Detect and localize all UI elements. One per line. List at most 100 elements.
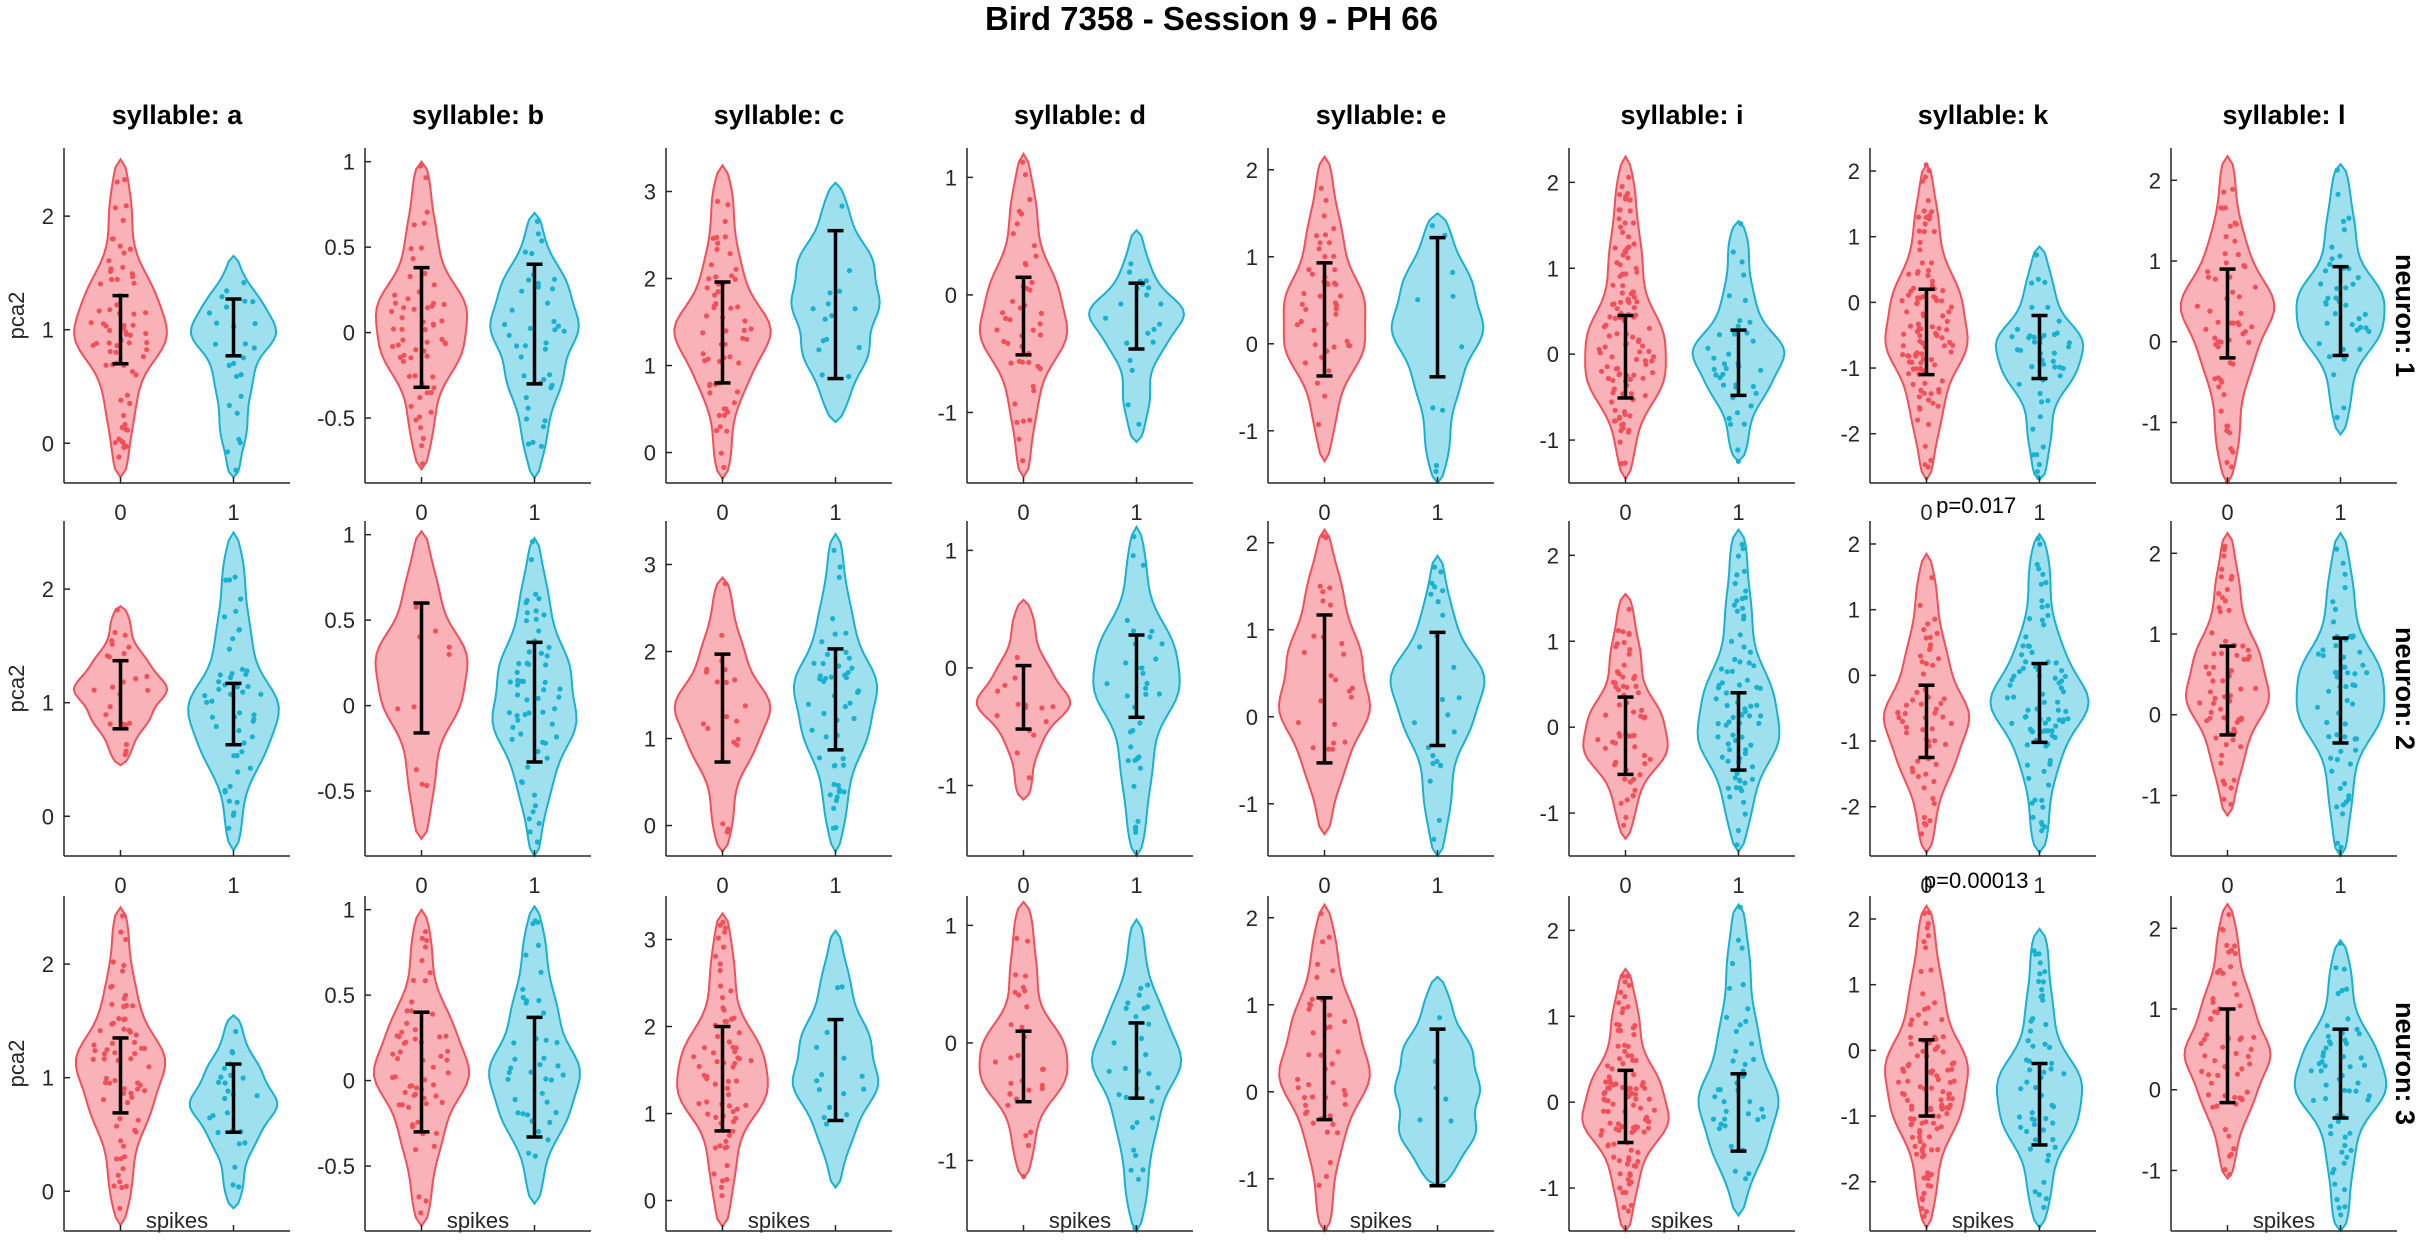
data-point bbox=[122, 421, 128, 427]
data-point bbox=[226, 402, 232, 408]
data-point bbox=[1614, 1021, 1620, 1027]
data-point bbox=[1614, 331, 1620, 337]
data-point bbox=[233, 1028, 239, 1035]
data-point bbox=[540, 424, 547, 430]
data-point bbox=[1758, 713, 1764, 719]
data-point bbox=[106, 258, 112, 264]
data-points-spikes-0 bbox=[90, 913, 152, 1211]
data-point bbox=[1339, 640, 1345, 647]
data-point bbox=[1932, 738, 1938, 744]
data-point bbox=[1721, 361, 1728, 367]
error-bar-spikes-1 bbox=[2031, 661, 2048, 745]
data-point bbox=[834, 794, 840, 800]
data-point bbox=[532, 1153, 538, 1159]
data-point bbox=[2231, 777, 2237, 783]
data-point bbox=[1725, 758, 1731, 764]
data-point bbox=[226, 798, 232, 804]
data-point bbox=[219, 294, 225, 300]
data-point bbox=[236, 728, 242, 734]
data-point bbox=[1950, 342, 1956, 348]
data-point bbox=[856, 688, 862, 694]
data-point bbox=[2310, 1097, 2317, 1103]
data-point bbox=[2041, 332, 2047, 339]
data-point bbox=[2052, 675, 2058, 681]
data-point bbox=[1925, 267, 1931, 274]
data-point bbox=[1619, 290, 1625, 296]
data-point bbox=[1619, 1010, 1625, 1016]
data-point bbox=[1736, 682, 1743, 688]
data-point bbox=[1899, 298, 1905, 304]
data-point bbox=[2328, 1041, 2334, 1047]
data-point bbox=[2242, 329, 2248, 335]
data-point bbox=[2037, 541, 2043, 547]
data-point bbox=[535, 280, 541, 286]
data-point bbox=[1917, 1084, 1923, 1090]
data-point bbox=[121, 1026, 127, 1032]
data-point bbox=[1935, 1044, 1941, 1050]
data-point bbox=[1323, 1173, 1329, 1179]
data-point bbox=[1900, 343, 1906, 349]
data-point bbox=[2216, 605, 2222, 611]
data-point bbox=[1910, 381, 1916, 387]
data-point bbox=[2050, 358, 2056, 364]
data-point bbox=[1005, 340, 1011, 346]
error-bar-spikes-0 bbox=[1617, 695, 1634, 777]
data-point bbox=[2040, 691, 2046, 697]
data-point bbox=[1936, 387, 1942, 393]
data-point bbox=[839, 203, 845, 209]
data-point bbox=[1324, 1129, 1330, 1135]
data-point bbox=[1760, 1114, 1766, 1120]
data-point bbox=[1633, 683, 1639, 690]
data-point bbox=[204, 699, 210, 705]
data-point bbox=[1459, 344, 1465, 350]
data-point bbox=[1023, 1132, 1029, 1139]
data-point bbox=[1605, 1108, 1611, 1115]
error-bar-spikes-0 bbox=[1015, 663, 1032, 731]
data-point bbox=[143, 330, 149, 337]
data-point bbox=[2350, 682, 2356, 688]
data-point bbox=[114, 343, 120, 349]
data-point bbox=[1646, 1096, 1652, 1102]
data-point bbox=[224, 288, 230, 294]
y-tick-label: 1 bbox=[2149, 249, 2161, 274]
data-point bbox=[1742, 1061, 1748, 1067]
data-point bbox=[542, 346, 549, 352]
data-point bbox=[408, 403, 414, 409]
data-point bbox=[1930, 400, 1936, 406]
data-point bbox=[510, 724, 516, 730]
data-point bbox=[712, 1081, 718, 1087]
data-point bbox=[2353, 1088, 2359, 1094]
data-point bbox=[404, 1020, 410, 1026]
data-point bbox=[1740, 546, 1746, 552]
data-point bbox=[1726, 351, 1732, 357]
data-point bbox=[442, 340, 448, 346]
data-point bbox=[1916, 228, 1922, 234]
data-point bbox=[1432, 584, 1438, 590]
data-point bbox=[1735, 458, 1741, 464]
data-point bbox=[729, 273, 735, 279]
data-point bbox=[1428, 591, 1434, 597]
data-point bbox=[696, 1101, 702, 1107]
data-point bbox=[2238, 1035, 2244, 1041]
error-bar-spikes-1 bbox=[827, 1017, 844, 1123]
column-title: syllable: b bbox=[412, 100, 544, 130]
data-point bbox=[227, 674, 234, 681]
data-point bbox=[523, 952, 529, 958]
data-point bbox=[1928, 391, 1934, 397]
data-point bbox=[1915, 417, 1921, 423]
data-point bbox=[735, 1055, 741, 1061]
data-point bbox=[831, 547, 837, 553]
data-point bbox=[202, 693, 208, 699]
data-point bbox=[844, 1112, 850, 1118]
data-point bbox=[1946, 1091, 1952, 1097]
panel-3-3: 012301spikes bbox=[644, 896, 892, 1233]
data-point bbox=[135, 1117, 141, 1123]
data-point bbox=[2053, 723, 2059, 729]
data-point bbox=[431, 385, 437, 391]
data-point bbox=[1733, 1028, 1739, 1034]
data-point bbox=[523, 1000, 529, 1006]
data-point bbox=[1928, 1171, 1934, 1178]
data-point bbox=[703, 313, 710, 319]
data-point bbox=[1922, 380, 1928, 386]
